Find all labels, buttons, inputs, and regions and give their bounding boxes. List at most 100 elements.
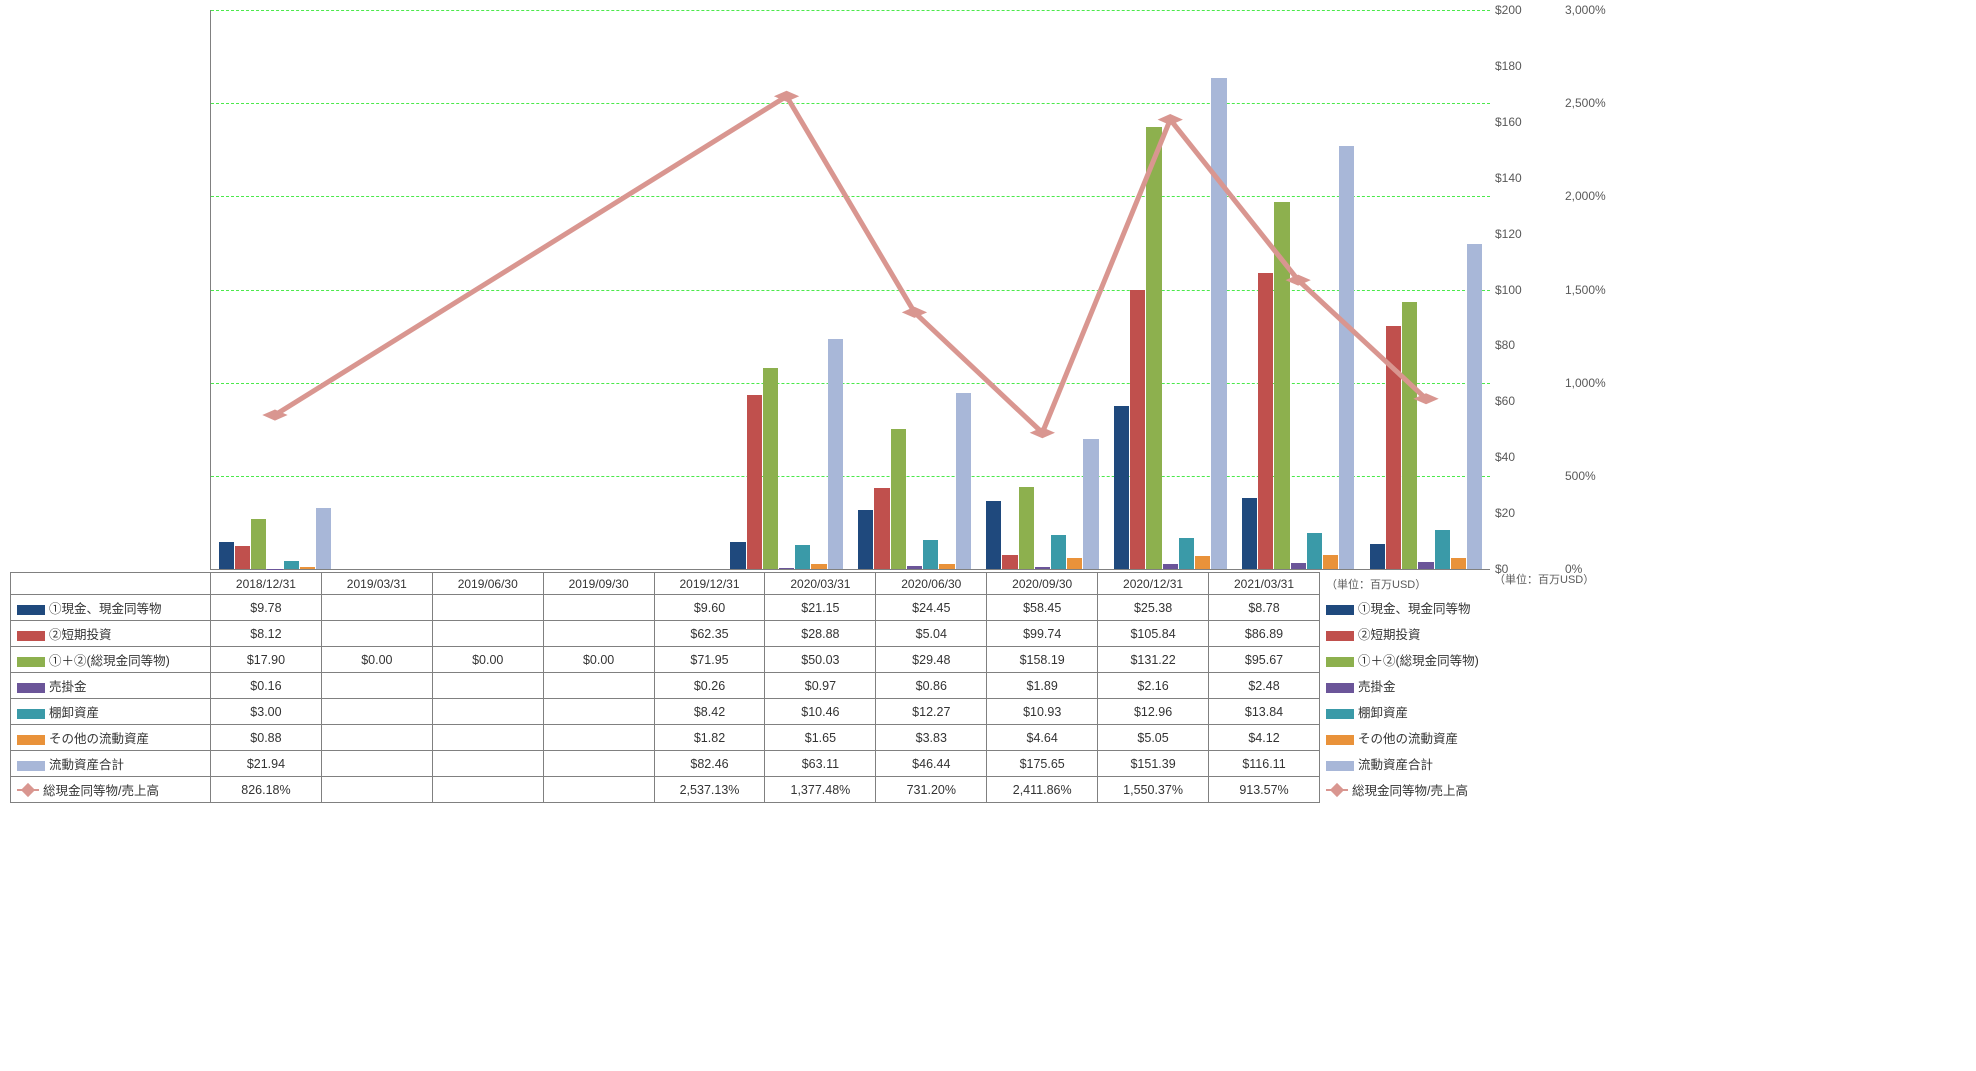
swatch-icon	[1326, 631, 1354, 641]
bar-total_cash	[1274, 202, 1289, 569]
data-cell: $17.90	[211, 647, 322, 673]
bar-inventory	[284, 561, 299, 569]
data-cell: $8.12	[211, 621, 322, 647]
bar-total_ca	[316, 508, 331, 569]
bar-ar	[1163, 564, 1178, 569]
swatch-icon	[17, 631, 45, 641]
row-header: ①＋②(総現金同等物)	[11, 647, 211, 673]
data-cell: $24.45	[876, 595, 987, 621]
data-cell: $12.27	[876, 699, 987, 725]
data-cell: 1,550.37%	[1098, 777, 1209, 803]
bar-other_ca	[1451, 558, 1466, 570]
category-row: 2018/12/312019/03/312019/06/302019/09/30…	[11, 573, 1490, 595]
data-cell: $105.84	[1098, 621, 1209, 647]
category-label: 2019/03/31	[321, 573, 432, 595]
data-cell: $63.11	[765, 751, 876, 777]
bar-ar	[907, 566, 922, 569]
bar-group	[978, 10, 1106, 569]
data-cell	[543, 751, 654, 777]
bar-total_ca	[1339, 146, 1354, 569]
bar-total_cash	[1019, 487, 1034, 569]
data-cell: $1.82	[654, 725, 765, 751]
data-cell	[543, 777, 654, 803]
table-row: 棚卸資産$3.00$8.42$10.46$12.27$10.93$12.96$1…	[11, 699, 1490, 725]
bar-other_ca	[300, 567, 315, 569]
y2-tick-label: 1,500%	[1565, 283, 1606, 297]
data-cell	[432, 751, 543, 777]
swatch-icon	[1326, 709, 1354, 719]
y1-tick-label: $80	[1495, 338, 1515, 352]
bar-inventory	[1435, 530, 1450, 569]
swatch-icon	[1326, 657, 1354, 667]
data-cell: $4.12	[1209, 725, 1320, 751]
bar-cash	[1370, 544, 1385, 569]
data-cell: 1,377.48%	[765, 777, 876, 803]
data-cell: $46.44	[876, 751, 987, 777]
data-cell: $50.03	[765, 647, 876, 673]
bar-short_inv	[1386, 326, 1401, 569]
category-label: 2019/12/31	[654, 573, 765, 595]
data-cell	[321, 725, 432, 751]
data-cell: $62.35	[654, 621, 765, 647]
y1-tick-label: $120	[1495, 227, 1522, 241]
bar-inventory	[795, 545, 810, 569]
table-row: 総現金同等物/売上高826.18%2,537.13%1,377.48%731.2…	[11, 777, 1490, 803]
legend-entry: ②短期投資	[1320, 621, 1490, 647]
data-cell: 913.57%	[1209, 777, 1320, 803]
legend-entry: その他の流動資産	[1320, 725, 1490, 751]
swatch-icon	[17, 605, 45, 615]
row-header: ①現金、現金同等物	[11, 595, 211, 621]
bar-group	[211, 10, 339, 569]
data-cell: $0.00	[432, 647, 543, 673]
bar-group	[723, 10, 851, 569]
row-header: ②短期投資	[11, 621, 211, 647]
bar-total_ca	[1467, 244, 1482, 569]
bar-other_ca	[1195, 556, 1210, 569]
data-cell: $8.42	[654, 699, 765, 725]
swatch-icon	[1326, 735, 1354, 745]
swatch-icon	[1326, 761, 1354, 771]
data-cell: $2.16	[1098, 673, 1209, 699]
swatch-icon	[17, 735, 45, 745]
y2-tick-label: 0%	[1565, 562, 1582, 576]
bar-cash	[1114, 406, 1129, 569]
table-row: その他の流動資産$0.88$1.82$1.65$3.83$4.64$5.05$4…	[11, 725, 1490, 751]
legend-entry: 売掛金	[1320, 673, 1490, 699]
data-cell: $1.89	[987, 673, 1098, 699]
swatch-icon	[17, 709, 45, 719]
row-header: 売掛金	[11, 673, 211, 699]
category-label: 2020/03/31	[765, 573, 876, 595]
bar-cash	[858, 510, 873, 569]
data-cell: $99.74	[987, 621, 1098, 647]
y2-tick-label: 2,500%	[1565, 96, 1606, 110]
category-label: 2019/09/30	[543, 573, 654, 595]
bar-total_cash	[1146, 127, 1161, 569]
data-cell: 2,537.13%	[654, 777, 765, 803]
data-cell: $58.45	[987, 595, 1098, 621]
diamond-marker-icon	[1326, 789, 1348, 791]
swatch-icon	[17, 657, 45, 667]
bar-other_ca	[939, 564, 954, 569]
y1-tick-label: $20	[1495, 506, 1515, 520]
row-header: 流動資産合計	[11, 751, 211, 777]
data-cell: $0.26	[654, 673, 765, 699]
data-cell: $4.64	[987, 725, 1098, 751]
data-cell: $9.78	[211, 595, 322, 621]
data-cell	[321, 621, 432, 647]
data-cell	[432, 777, 543, 803]
bar-total_ca	[1211, 78, 1226, 569]
data-cell	[543, 699, 654, 725]
bar-inventory	[1179, 538, 1194, 569]
data-cell	[432, 699, 543, 725]
bar-short_inv	[1258, 273, 1273, 569]
data-cell	[543, 595, 654, 621]
data-cell	[432, 725, 543, 751]
bar-group	[1106, 10, 1234, 569]
bar-short_inv	[1130, 290, 1145, 569]
bar-inventory	[1307, 533, 1322, 569]
y1-tick-label: $60	[1495, 394, 1515, 408]
bar-group	[595, 10, 723, 569]
data-cell: $86.89	[1209, 621, 1320, 647]
data-cell: $5.05	[1098, 725, 1209, 751]
table-row: 流動資産合計$21.94$82.46$63.11$46.44$175.65$15…	[11, 751, 1490, 777]
